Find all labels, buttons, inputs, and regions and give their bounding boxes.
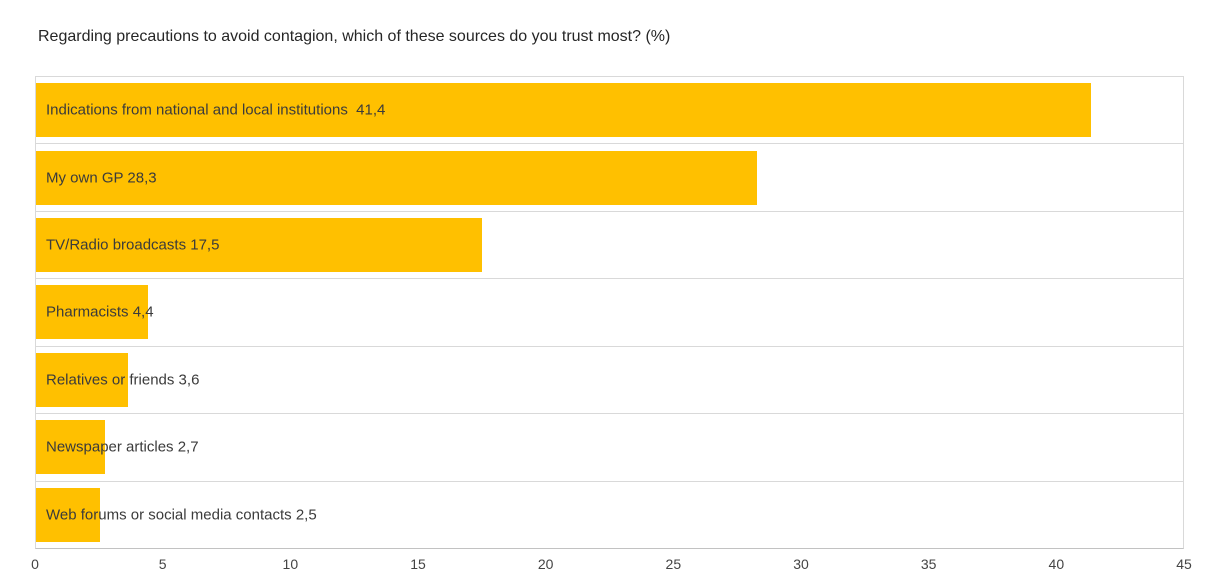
chart-row: Pharmacists 4,4: [36, 279, 1183, 347]
chart-row: Web forums or social media contacts 2,5: [36, 482, 1183, 548]
x-tick-label: 30: [793, 556, 809, 572]
bar: [36, 150, 758, 205]
x-tick-label: 45: [1176, 556, 1192, 572]
x-tick-label: 5: [158, 556, 167, 572]
x-tick-label: 15: [410, 556, 426, 572]
bar: [36, 352, 128, 407]
x-tick-label: 35: [920, 556, 937, 572]
bar: [36, 218, 483, 273]
x-tick-label: 20: [537, 556, 554, 572]
bar: [36, 285, 149, 340]
bar: [36, 83, 1092, 138]
x-tick-label: 40: [1048, 556, 1065, 572]
x-axis: 0 5 10 15 20 25 30 35 40 45: [31, 556, 1192, 576]
chart-row: My own GP 28,3: [36, 144, 1183, 212]
x-tick-label: 0: [31, 556, 39, 572]
chart-row: Newspaper articles 2,7: [36, 414, 1183, 482]
chart-row: TV/Radio broadcasts 17,5: [36, 212, 1183, 280]
x-tick-label: 10: [282, 556, 299, 572]
plot-area: Indications from national and local inst…: [35, 76, 1184, 549]
x-tick-label: 25: [665, 556, 682, 572]
chart-title: Regarding precautions to avoid contagion…: [38, 28, 671, 45]
bar: [36, 420, 105, 475]
chart-row: Indications from national and local inst…: [36, 77, 1183, 145]
bar: [36, 487, 100, 542]
chart-row: Relatives or friends 3,6: [36, 347, 1183, 415]
